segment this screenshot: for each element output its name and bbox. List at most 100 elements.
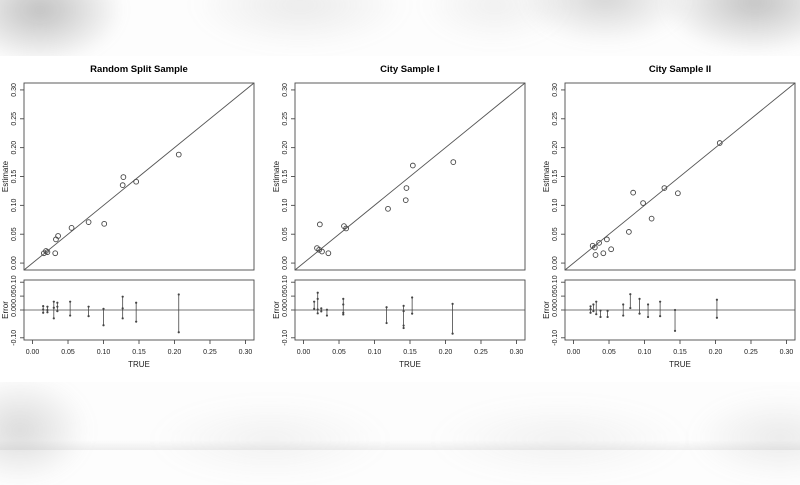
plot-city-sample-2: City Sample II 0.00 0.05 0.10 0.15 0.20 0.25 0.… [541, 56, 800, 380]
main-y-axis: 0.00 0.05 0.10 0.15 0.20 0.25 0.30 [552, 83, 565, 270]
scatter-point [403, 185, 410, 191]
x-tick-label: 0.05 [602, 349, 616, 356]
error-point [52, 300, 55, 303]
error-point [316, 291, 319, 294]
scatter-point [385, 205, 391, 212]
plot-title: City Sample I [380, 64, 440, 75]
error-point [589, 308, 592, 311]
error-point [42, 311, 45, 314]
error-point [411, 312, 414, 315]
error-point [69, 300, 72, 303]
error-point [638, 312, 641, 315]
main-y-tick-label: 0.20 [11, 141, 18, 155]
error-point [102, 307, 105, 310]
scatter-point [450, 159, 457, 165]
scatter-point [640, 200, 646, 206]
error-y-axis-label: Error [1, 301, 10, 319]
error-point [673, 329, 677, 332]
x-tick-label: 0.15 [403, 349, 417, 356]
x-tick-label: 0.25 [474, 349, 488, 356]
background-blur-top-2 [420, 0, 570, 45]
error-y-tick-label: 0.10 [11, 275, 18, 289]
error-y-tick-label: 0.10 [282, 275, 289, 289]
scatter-point [175, 151, 182, 158]
main-y-axis-label: Estimate [1, 160, 10, 192]
error-point [411, 296, 414, 299]
error-point [325, 308, 329, 311]
error-point [320, 307, 323, 310]
error-point [42, 308, 45, 311]
identity-line [23, 82, 255, 271]
x-axis: 0.00 0.05 0.10 0.15 0.20 0.25 0.30 [26, 340, 252, 356]
background-blur-bottom-left [0, 375, 90, 485]
error-y-axis-label: Error [272, 301, 281, 319]
x-tick-label: 0.05 [332, 349, 346, 356]
x-tick-label: 0.20 [709, 349, 723, 356]
scatter-points [41, 151, 182, 257]
error-y-axis: 0.100.050.00 -0.10 [282, 275, 295, 346]
scatter-point [608, 246, 614, 253]
error-point [46, 308, 49, 312]
main-y-tick-label: 0.15 [552, 170, 559, 184]
x-tick-label: 0.30 [510, 349, 524, 356]
error-point [385, 306, 388, 309]
error-y-axis: 0.100.050.00 -0.10 [552, 275, 565, 346]
error-point [638, 297, 641, 300]
error-point [56, 301, 59, 304]
main-y-tick-label: 0.25 [282, 112, 289, 126]
error-point [589, 305, 592, 308]
error-y-tick-label: -0.10 [552, 330, 559, 346]
plot-city-sample-1: City Sample I 0.00 0.05 0.10 0.15 0.20 0.25 0.3… [271, 56, 530, 380]
error-point [342, 303, 345, 306]
main-y-tick-label: 0.10 [282, 198, 289, 212]
scatter-point [319, 248, 325, 255]
error-point [673, 308, 677, 312]
error-point [659, 315, 662, 318]
error-point [121, 307, 124, 310]
scatter-points [314, 159, 457, 257]
x-tick-label: 0.00 [567, 349, 581, 356]
main-y-tick-label: 0.10 [11, 198, 18, 212]
main-y-tick-label: 0.30 [552, 83, 559, 97]
main-y-tick-label: 0.00 [11, 256, 18, 270]
error-point [102, 324, 105, 327]
error-ranges [313, 291, 454, 335]
error-point [56, 305, 59, 308]
error-point [342, 297, 345, 300]
scatter-point [630, 189, 636, 196]
error-point [342, 311, 345, 314]
main-y-tick-label: 0.25 [552, 112, 559, 126]
error-point [316, 297, 319, 300]
plot-title: Random Split Sample [90, 64, 188, 75]
error-point [121, 295, 124, 298]
scatter-point [626, 229, 632, 235]
error-y-tick-label: 0.00 [11, 303, 18, 317]
scatter-point [101, 220, 108, 227]
background-blur-top-3 [520, 0, 690, 45]
error-point [402, 304, 405, 307]
background-blur-top-4 [660, 0, 800, 55]
x-tick-label: 0.15 [132, 349, 146, 356]
error-point [592, 310, 595, 313]
x-tick-label: 0.05 [61, 349, 75, 356]
main-y-tick-label: 0.05 [11, 227, 18, 241]
scatter-point [316, 221, 323, 228]
scatter-point [85, 219, 92, 225]
scatter-point [43, 248, 49, 254]
plot-random-split-sample: Random Split Sample 0.00 0.05 0.10 0.15 0.20 0… [0, 56, 259, 380]
error-point [592, 303, 595, 306]
x-tick-label: 0.20 [168, 349, 182, 356]
error-point [177, 293, 180, 296]
error-point [316, 312, 319, 315]
main-y-axis: 0.00 0.05 0.10 0.15 0.20 0.25 0.30 [11, 83, 24, 270]
error-point [715, 316, 719, 319]
error-y-tick-label: 0.00 [282, 303, 289, 317]
error-point [316, 308, 319, 311]
error-point [177, 331, 180, 334]
main-y-tick-label: 0.10 [552, 198, 559, 212]
scatter-point [600, 250, 607, 257]
plot-title: City Sample II [649, 64, 711, 75]
error-y-tick-label: 0.00 [552, 303, 559, 317]
error-y-tick-label: -0.10 [11, 330, 18, 346]
bottom-edge-shade [0, 440, 800, 450]
